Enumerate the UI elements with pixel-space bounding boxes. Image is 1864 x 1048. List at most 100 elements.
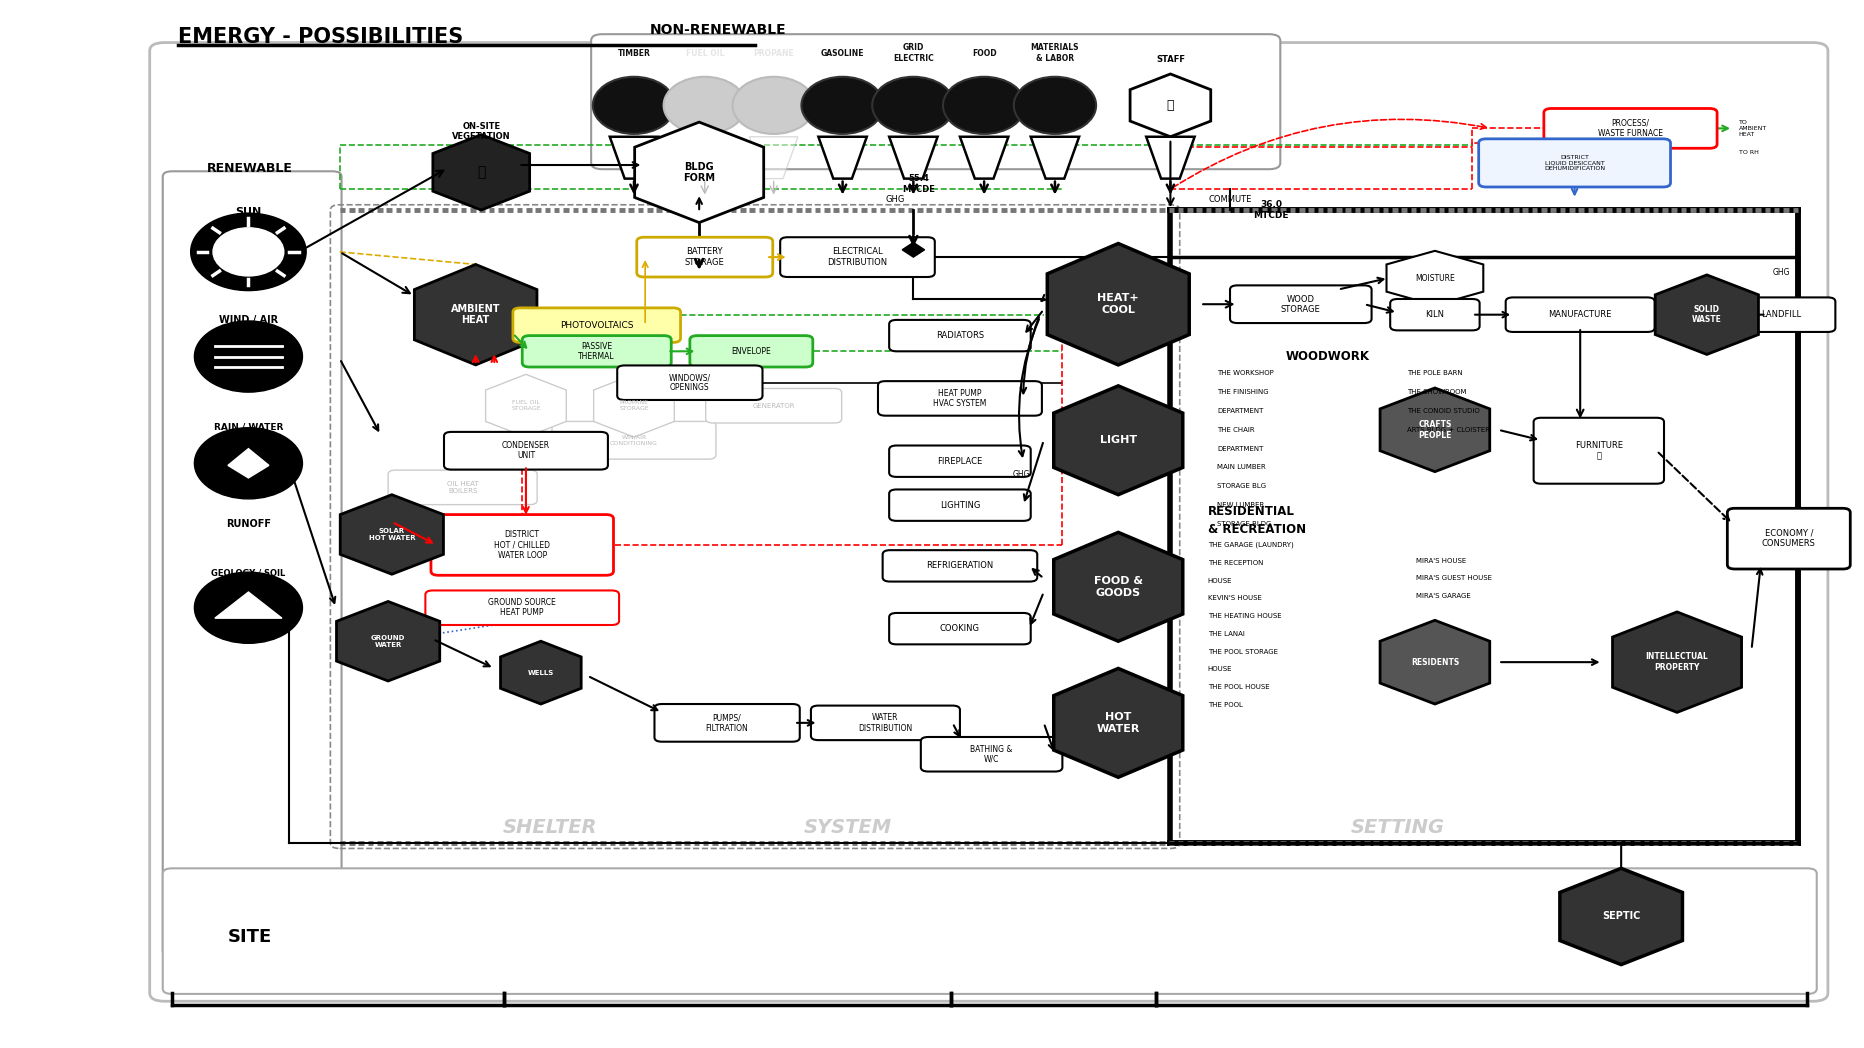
FancyBboxPatch shape [388,471,537,505]
Text: FOOD &
GOODS: FOOD & GOODS [1094,576,1143,597]
Text: GASOLINE: GASOLINE [820,48,865,58]
Polygon shape [341,495,444,574]
FancyBboxPatch shape [513,308,680,343]
Text: NON-RENEWABLE: NON-RENEWABLE [649,23,787,37]
Text: 🌱: 🌱 [477,166,485,179]
Ellipse shape [943,77,1025,134]
Text: AMBIENT
HEAT: AMBIENT HEAT [451,304,500,326]
FancyBboxPatch shape [1391,299,1480,330]
Text: THE GARAGE (LAUNDRY): THE GARAGE (LAUNDRY) [1208,542,1294,548]
FancyBboxPatch shape [1230,285,1372,323]
Text: RUNOFF: RUNOFF [226,519,270,529]
FancyBboxPatch shape [884,550,1036,582]
Polygon shape [1053,386,1184,495]
Text: WIND / AIR: WIND / AIR [218,314,278,325]
Text: TO RH: TO RH [1739,150,1758,155]
FancyBboxPatch shape [1534,418,1665,484]
Text: SUN: SUN [235,208,261,217]
Text: 👥: 👥 [1167,99,1174,112]
Text: PROCESS/
WASTE FURNACE: PROCESS/ WASTE FURNACE [1597,118,1663,138]
Text: STORAGE BLDG: STORAGE BLDG [1217,521,1271,527]
Text: BATTERY
STORAGE: BATTERY STORAGE [684,247,725,267]
Text: NEW LUMBER: NEW LUMBER [1217,502,1264,508]
Text: GHG: GHG [1012,471,1031,479]
Text: KILN: KILN [1426,310,1445,320]
FancyBboxPatch shape [1543,109,1717,148]
Text: SOLAR
HOT WATER: SOLAR HOT WATER [369,528,416,541]
Text: WIN/AIR
CONDITIONING: WIN/AIR CONDITIONING [610,435,658,445]
Text: GENERATOR: GENERATOR [753,402,794,409]
Text: PASSIVE
THERMAL: PASSIVE THERMAL [578,342,615,361]
Ellipse shape [664,77,746,134]
Text: HEAT+
COOL: HEAT+ COOL [1098,293,1139,315]
Text: WINDOWS/
OPENINGS: WINDOWS/ OPENINGS [669,373,710,392]
Text: MOISTURE: MOISTURE [1415,274,1454,283]
Ellipse shape [194,428,302,499]
Text: BLDG
FORM: BLDG FORM [684,161,716,183]
Polygon shape [1146,136,1195,178]
FancyBboxPatch shape [591,35,1281,169]
Polygon shape [1031,136,1079,178]
Text: CRAFTS
PEOPLE: CRAFTS PEOPLE [1419,420,1452,439]
Text: PROPANE: PROPANE [753,48,794,58]
Text: GHG: GHG [885,195,904,204]
Text: RENEWABLE: RENEWABLE [207,161,293,175]
Text: RADIATORS: RADIATORS [936,331,984,341]
FancyBboxPatch shape [617,366,762,400]
Text: MIRA'S GARAGE: MIRA'S GARAGE [1417,593,1471,599]
Text: FUEL OIL
STORAGE: FUEL OIL STORAGE [511,400,541,411]
FancyBboxPatch shape [889,613,1031,645]
Text: FURNITURE
🪑: FURNITURE 🪑 [1575,441,1624,460]
Text: INTELLECTUAL
PROPERTY: INTELLECTUAL PROPERTY [1646,653,1709,672]
Text: ECONOMY /
CONSUMERS: ECONOMY / CONSUMERS [1761,529,1816,548]
Text: THE RECEPTION: THE RECEPTION [1208,560,1264,566]
Text: DEPARTMENT: DEPARTMENT [1217,408,1264,414]
Text: ENVELOPE: ENVELOPE [731,347,772,356]
Text: GROUND SOURCE
HEAT PUMP: GROUND SOURCE HEAT PUMP [488,598,555,617]
Text: THE LANAI: THE LANAI [1208,631,1245,637]
Text: GROUND
WATER: GROUND WATER [371,635,404,648]
Text: HEAT PUMP
HVAC SYSTEM: HEAT PUMP HVAC SYSTEM [934,389,986,408]
Polygon shape [1560,869,1683,964]
Polygon shape [501,641,582,704]
Polygon shape [1130,74,1212,136]
FancyBboxPatch shape [889,445,1031,477]
Text: THE SHOWROOM: THE SHOWROOM [1407,389,1467,395]
Text: WATER
DISTRIBUTION: WATER DISTRIBUTION [857,713,913,733]
Text: DISTRICT
HOT / CHILLED
WATER LOOP: DISTRICT HOT / CHILLED WATER LOOP [494,530,550,560]
Text: THE FINISHING: THE FINISHING [1217,389,1269,395]
Text: SEPTIC: SEPTIC [1601,912,1640,921]
Ellipse shape [190,213,306,290]
Polygon shape [610,136,658,178]
FancyBboxPatch shape [1478,138,1670,187]
Text: BATHING &
W/C: BATHING & W/C [971,744,1012,764]
Text: STORAGE BLG: STORAGE BLG [1217,483,1266,489]
Text: THE POLE BARN: THE POLE BARN [1407,370,1463,376]
Text: FUEL OIL: FUEL OIL [686,48,723,58]
Polygon shape [1387,250,1484,305]
Text: PUMPS/
FILTRATION: PUMPS/ FILTRATION [706,713,749,733]
FancyBboxPatch shape [444,432,608,470]
Polygon shape [1053,532,1184,641]
FancyBboxPatch shape [149,43,1829,1001]
Text: HOUSE: HOUSE [1208,577,1232,584]
Text: ARTS BLDG + CLOISTER: ARTS BLDG + CLOISTER [1407,427,1489,433]
Text: FIREPLACE: FIREPLACE [938,457,982,465]
Polygon shape [487,374,567,437]
Text: COOKING: COOKING [939,625,980,633]
Text: KEVIN'S HOUSE: KEVIN'S HOUSE [1208,595,1262,602]
Text: FOOD: FOOD [971,48,997,58]
FancyBboxPatch shape [162,869,1817,994]
Polygon shape [1379,388,1489,472]
FancyBboxPatch shape [690,335,813,367]
Polygon shape [634,123,764,222]
Text: HOT
WATER: HOT WATER [1096,712,1141,734]
Ellipse shape [194,572,302,643]
Text: LIGHT: LIGHT [1100,435,1137,445]
Text: COMMUTE: COMMUTE [1208,195,1253,204]
Ellipse shape [872,77,954,134]
Ellipse shape [733,77,815,134]
Text: THE POOL HOUSE: THE POOL HOUSE [1208,684,1269,691]
FancyBboxPatch shape [878,381,1042,416]
FancyBboxPatch shape [1506,298,1655,332]
